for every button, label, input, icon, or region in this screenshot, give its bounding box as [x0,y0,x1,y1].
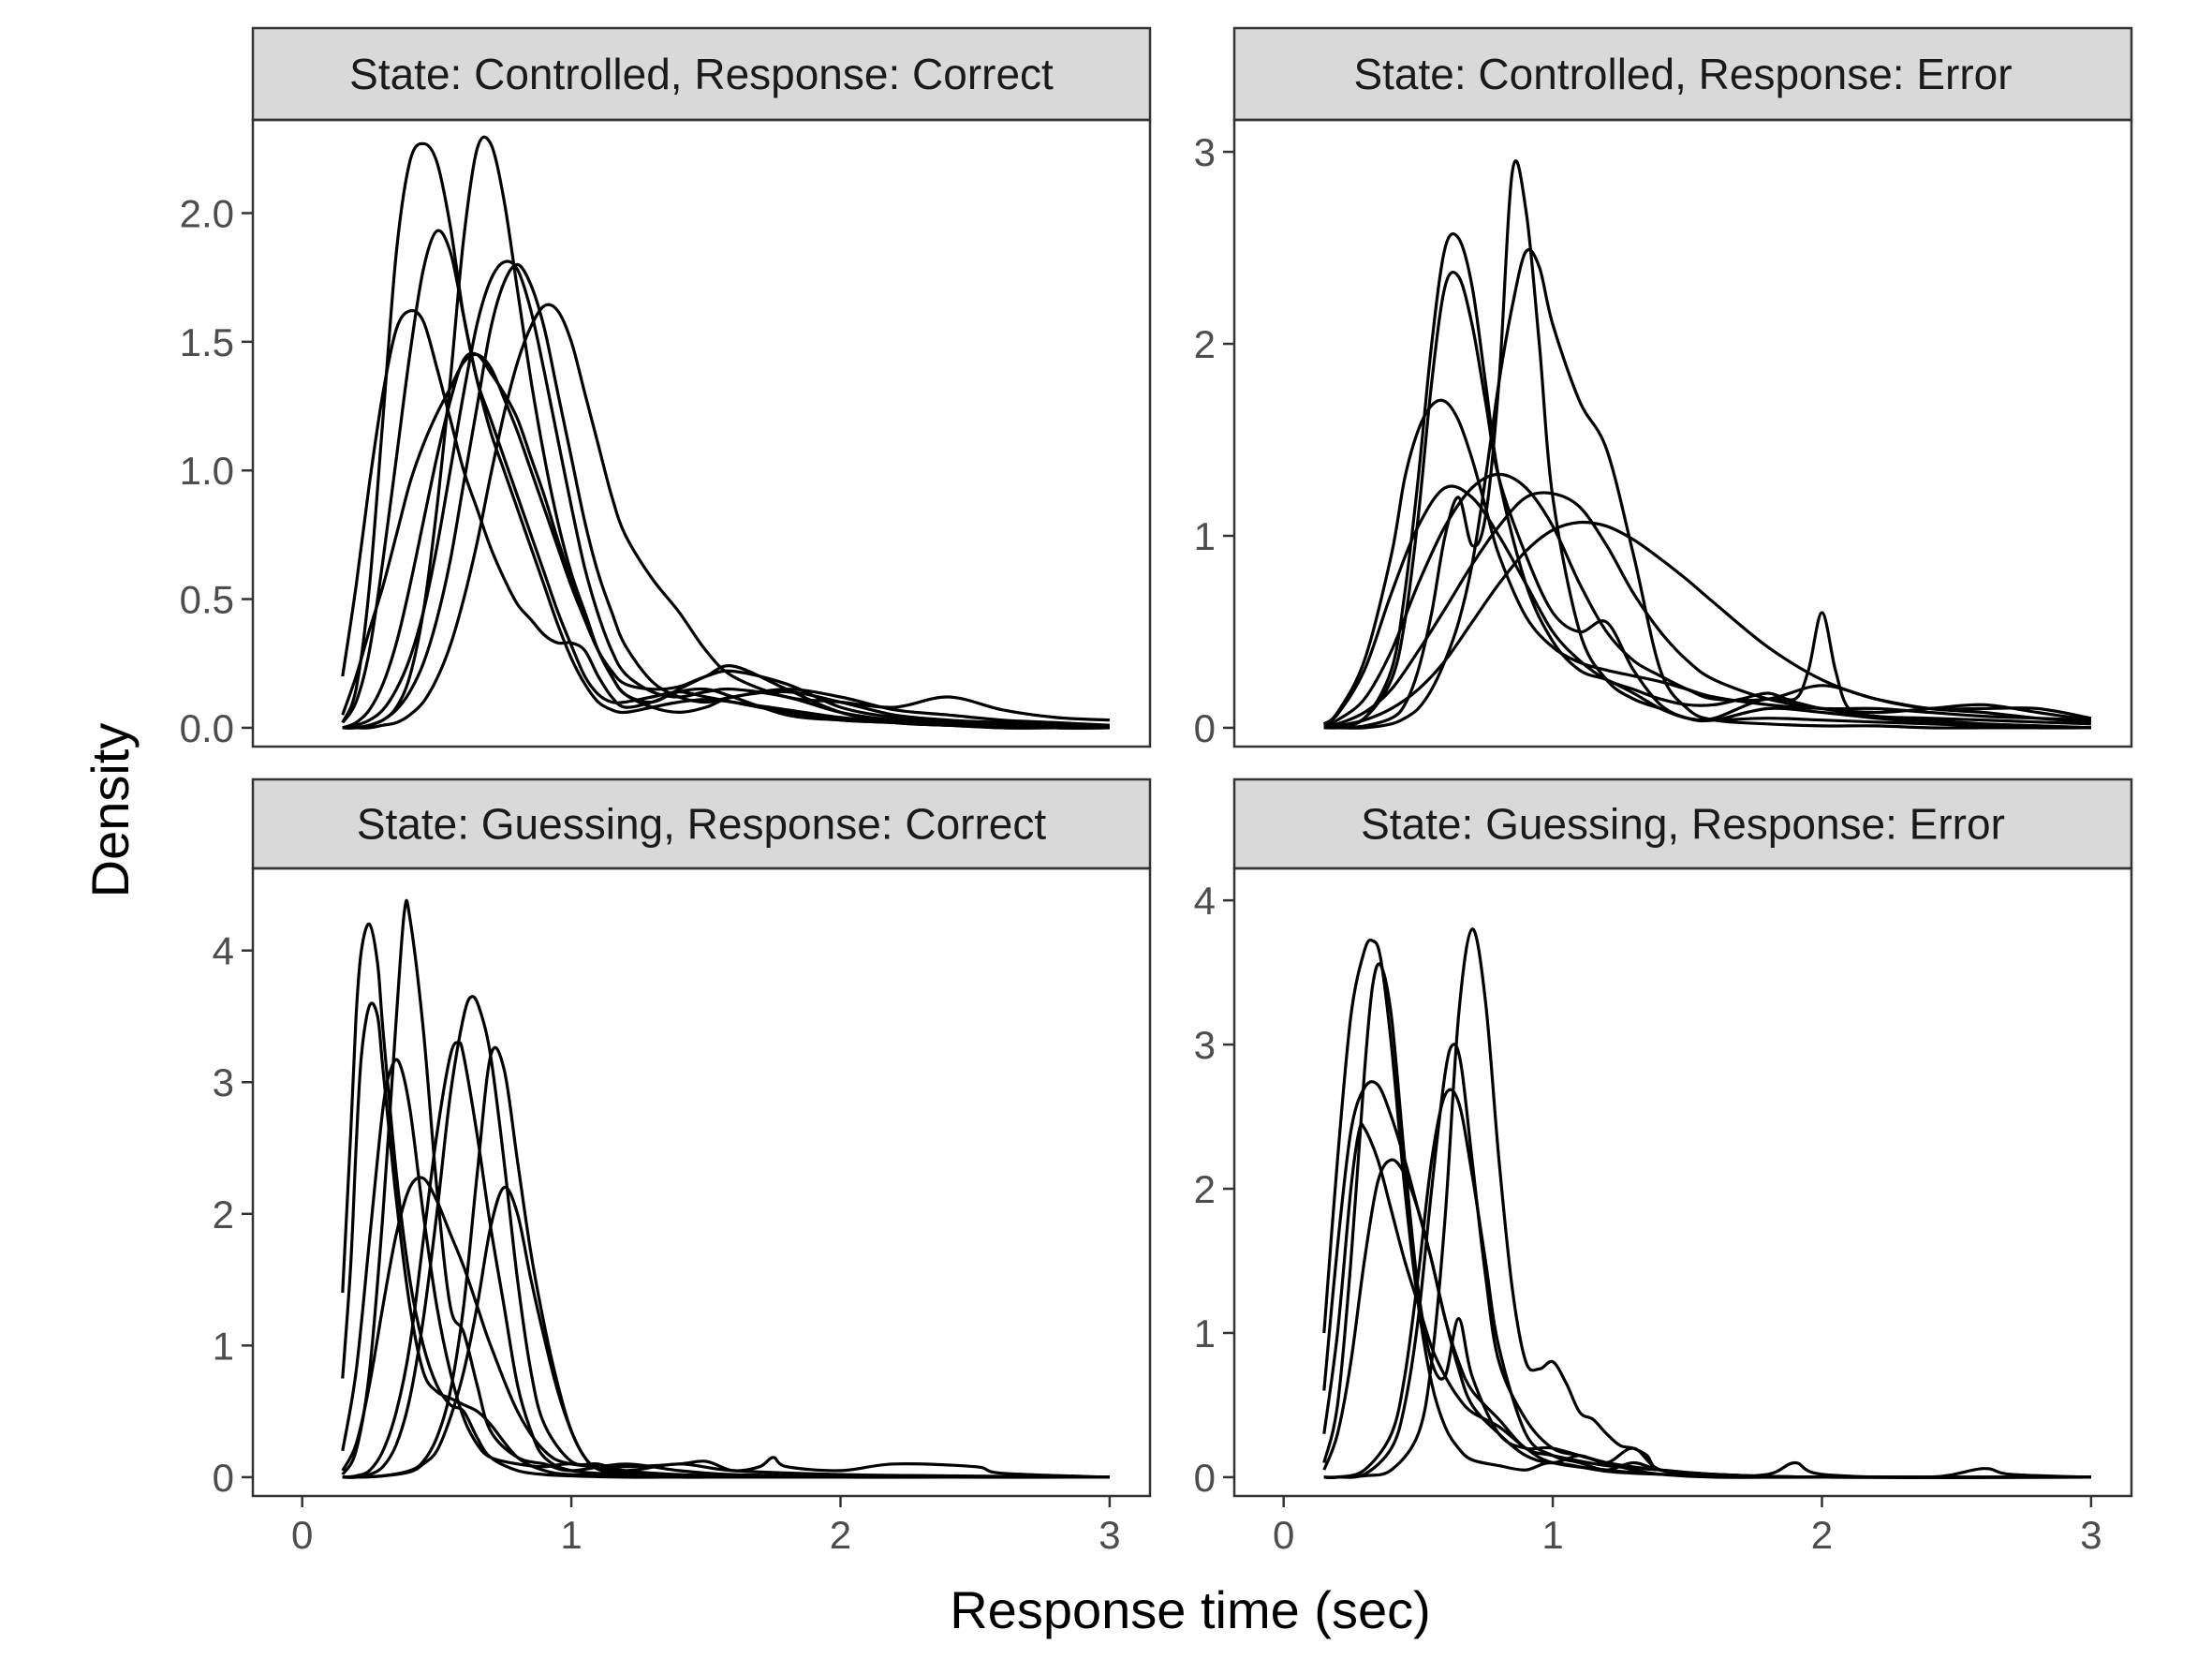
panel-border [1232,867,2133,1498]
density-curve-7 [1323,1043,2091,1479]
y-tick-label: 3 [1194,130,1216,174]
facet-panel-3: State: Guessing, Response: Correct 0 1 2 3 4 0… [213,778,1152,1557]
density-curve-6 [342,1041,1110,1479]
density-curve-8 [1323,927,2091,1479]
density-curve-4 [342,135,1110,730]
x-tick-label: 3 [2080,1513,2101,1557]
density-curve-8 [1323,491,2092,728]
density-curve-7 [342,995,1110,1479]
density-curve-1 [1322,398,2091,726]
density-curve-7 [342,259,1110,730]
y-tick-label: 2 [1194,1167,1216,1211]
density-curve-6 [342,351,1110,730]
facet-panel-1: State: Controlled, Response: Correct 0.0 0… [180,26,1152,750]
x-tick-label: 2 [830,1513,851,1557]
density-curve-7 [1323,472,2092,728]
y-tick-label: 2.0 [180,191,234,235]
density-curve-4 [1322,962,2091,1479]
x-tick-label: 1 [1541,1513,1563,1557]
strip-background [251,26,1152,122]
y-tick-label: 0.5 [180,578,234,622]
strip-background [251,778,1152,870]
x-tick-label: 2 [1811,1513,1833,1557]
panel-border [1232,118,2133,748]
y-tick-label: 3 [213,1060,234,1104]
density-curve-2 [341,141,1110,730]
y-tick-label: 1.0 [180,449,234,493]
density-curves [341,135,1110,730]
y-axis-title: Density [81,723,140,898]
y-tick-label: 0 [213,1456,234,1500]
facet-panel-2: State: Controlled, Response: Error 0 1 2 3 [1194,26,2133,750]
facet-panel-4: State: Guessing, Response: Error 0 1 2 3 4 0 1 2… [1194,778,2133,1557]
density-curve-1 [341,308,1110,730]
strip-label: State: Controlled, Response: Correct [349,50,1054,98]
panel-border [251,867,1152,1498]
density-curve-5 [341,1176,1110,1479]
density-curve-3 [1323,271,2091,730]
y-tick-label: 2 [1194,322,1216,366]
y-tick-label: 4 [1194,879,1216,923]
x-tick-label: 0 [1273,1513,1294,1557]
panels-layer: State: Controlled, Response: Correct 0.0 0… [180,26,2133,1557]
x-tick-label: 3 [1099,1513,1120,1557]
density-curve-3 [341,1058,1110,1479]
y-tick-label: 1.5 [180,320,234,364]
density-curves [1322,159,2092,730]
x-tick-label: 0 [291,1513,313,1557]
density-curve-1 [1322,938,2091,1479]
density-curve-9 [342,303,1110,730]
density-curve-8 [342,262,1110,730]
y-tick-label: 0 [1194,1456,1216,1500]
strip-label: State: Guessing, Response: Correct [357,800,1047,849]
density-curve-5 [1323,247,2091,730]
density-curve-9 [1323,520,2092,730]
y-tick-label: 1 [213,1324,234,1368]
x-tick-label: 1 [560,1513,582,1557]
density-curve-2 [1323,232,2091,730]
y-tick-label: 1 [1194,1311,1216,1355]
density-curve-3 [341,229,1110,730]
strip-background [1232,778,2133,870]
y-tick-label: 3 [1194,1023,1216,1067]
y-tick-label: 0 [1194,706,1216,750]
strip-background [1232,26,2133,122]
y-tick-label: 4 [213,929,234,973]
density-curves [1322,927,2091,1480]
x-axis-title: Response time (sec) [950,1580,1431,1639]
density-curves [341,898,1110,1479]
y-tick-label: 2 [213,1192,234,1237]
panel-border [251,118,1152,748]
strip-label: State: Guessing, Response: Error [1361,800,2005,849]
density-curve-6 [1322,484,2091,726]
density-curve-8 [342,1045,1110,1479]
y-tick-label: 0.0 [180,706,234,750]
density-curve-9 [342,1185,1110,1479]
y-tick-label: 1 [1194,514,1216,558]
density-curve-2 [341,1001,1110,1479]
density-curve-5 [1322,1158,2091,1479]
strip-label: State: Controlled, Response: Error [1353,50,2012,98]
density-curve-4 [1323,159,2091,730]
